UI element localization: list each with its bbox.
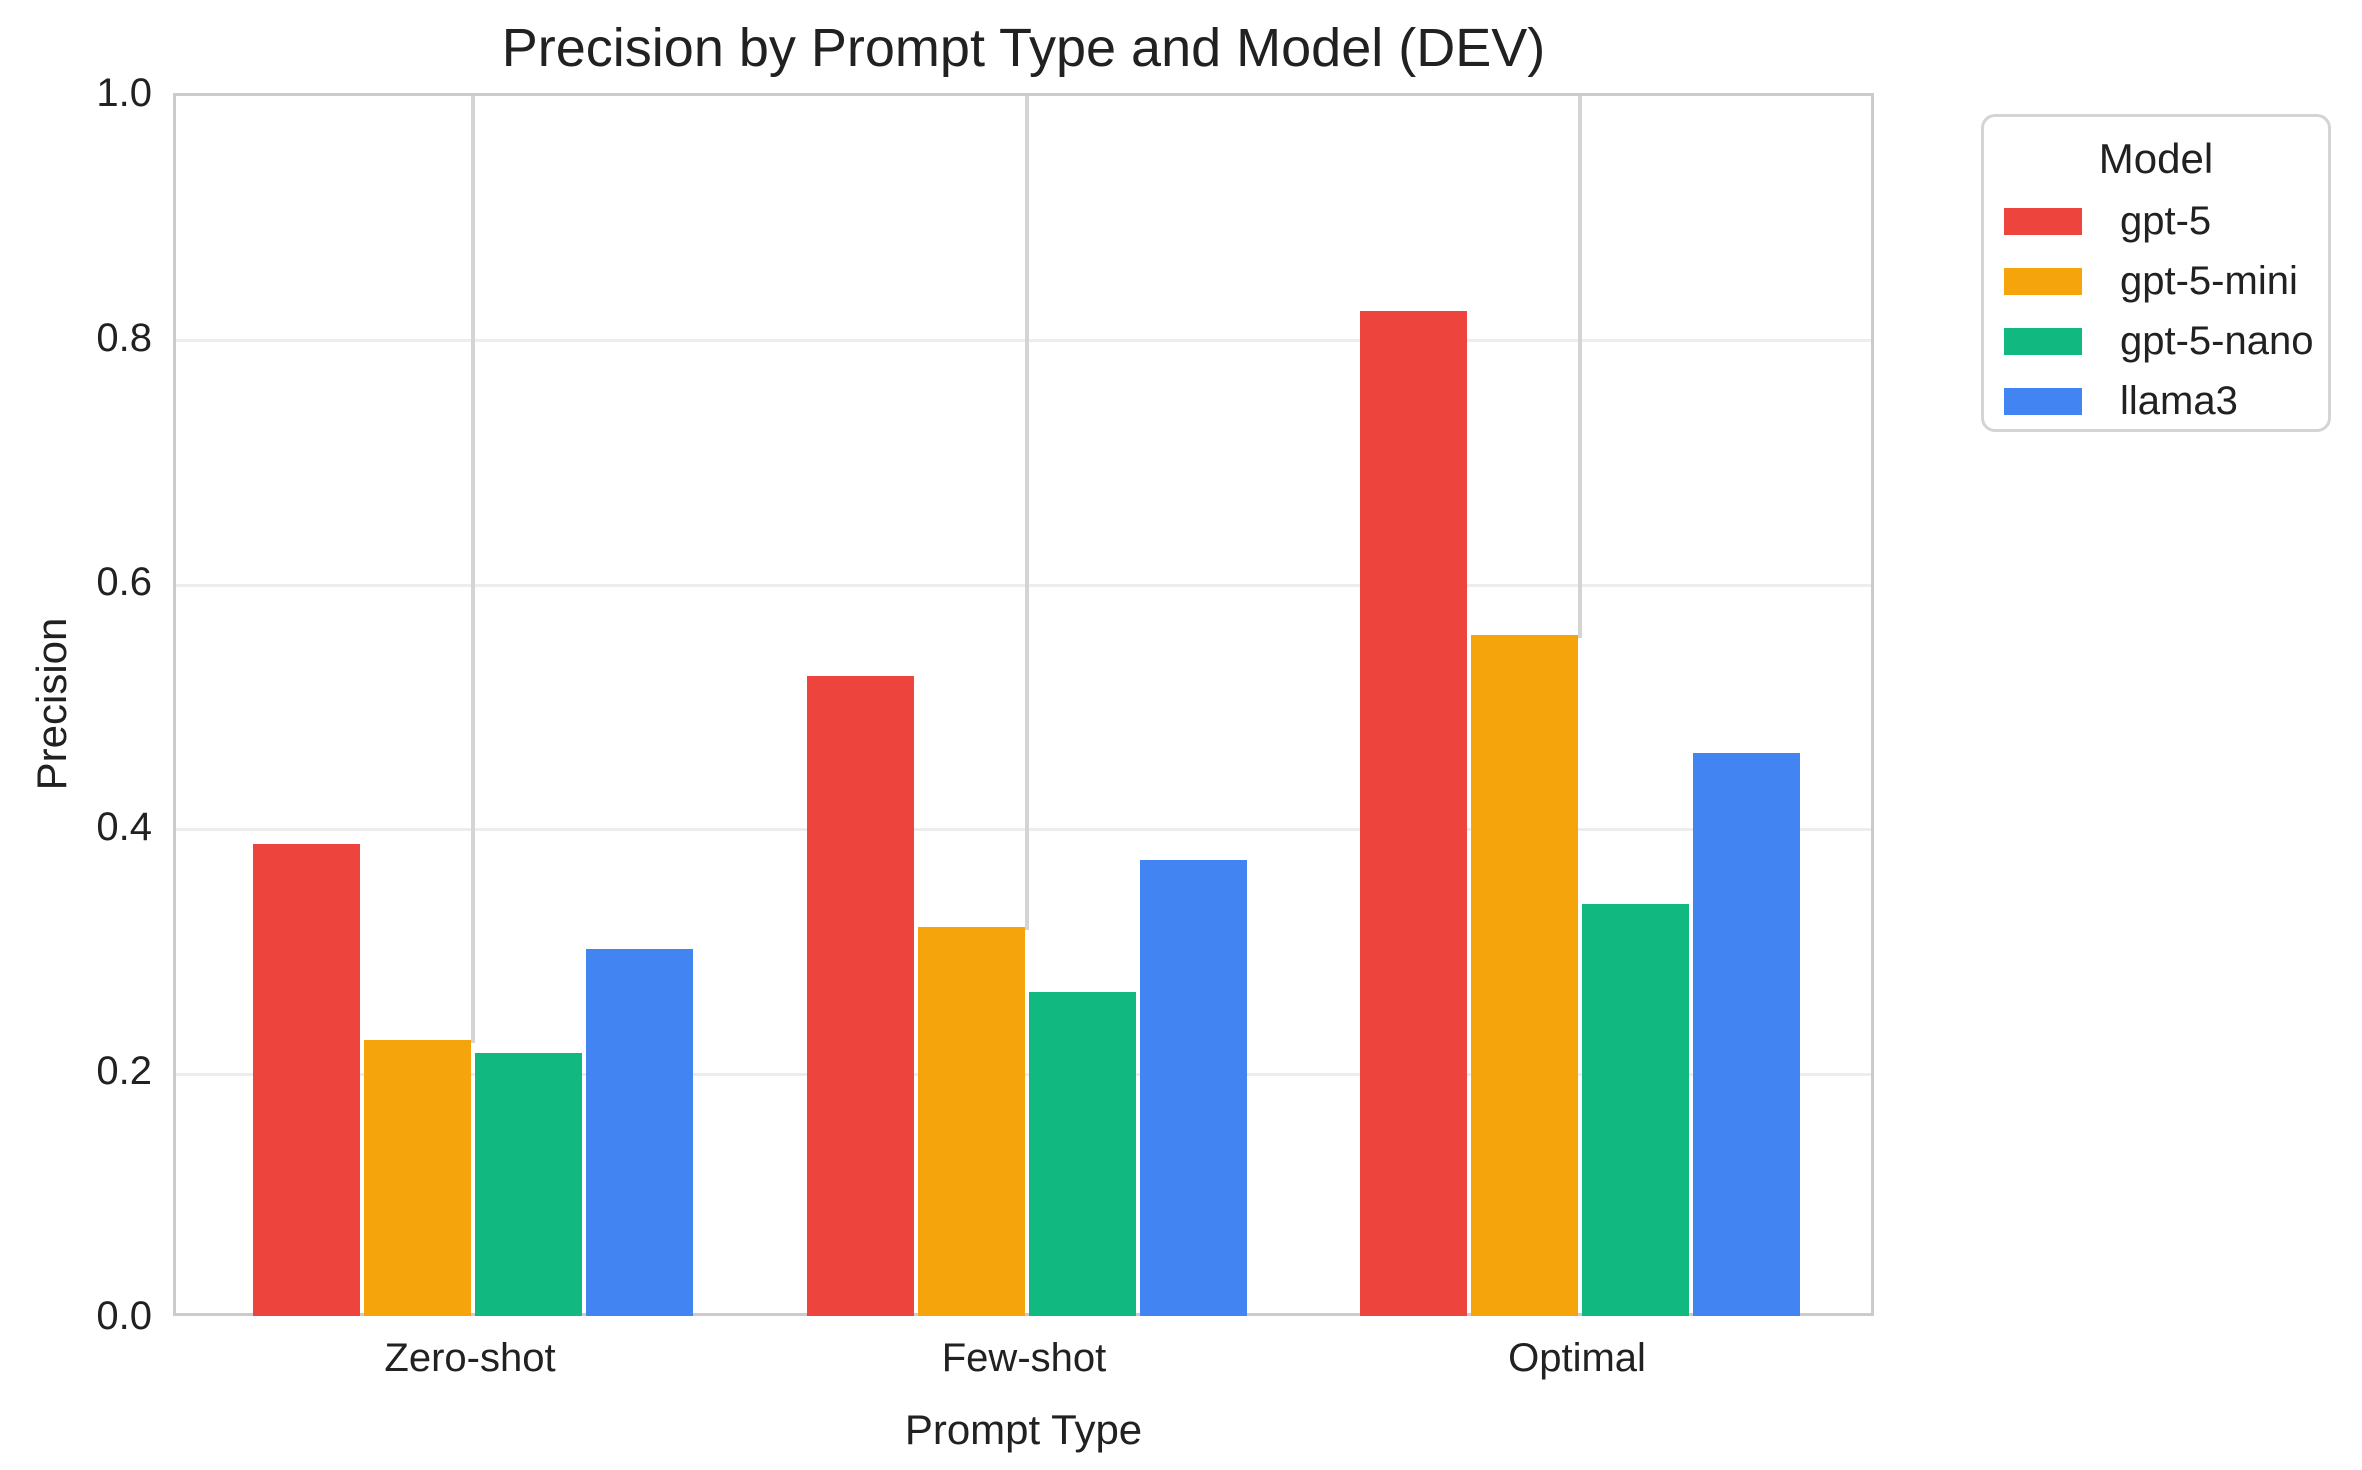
y-tick-0.6: 0.6 [96, 560, 152, 604]
bar-gpt-5-zero-shot [253, 844, 360, 1316]
legend-title: Model [2098, 135, 2214, 182]
bar-gpt-5-nano-few-shot [1029, 992, 1136, 1316]
x-tick-few-shot: Few-shot [941, 1336, 1107, 1380]
gridline-x-optimal [1578, 96, 1582, 638]
legend-label-llama3: llama3 [2120, 379, 2238, 423]
plot-area [173, 93, 1874, 1316]
legend-entry-gpt-5-nano: gpt-5-nano [1984, 311, 2328, 371]
gridline-y-0.6 [176, 584, 1871, 587]
gridline-x-zero-shot [471, 96, 475, 1043]
legend-entry-gpt-5-mini: gpt-5-mini [1984, 251, 2328, 311]
bar-gpt-5-nano-zero-shot [475, 1053, 582, 1316]
y-tick-0.0: 0.0 [96, 1294, 152, 1338]
gridline-y-0.4 [176, 828, 1871, 831]
legend-entry-gpt-5: gpt-5 [1984, 191, 2328, 251]
bar-gpt-5-mini-optimal [1471, 635, 1578, 1316]
legend-entries: gpt-5 gpt-5-mini gpt-5-nano llama3 [1984, 191, 2328, 431]
y-tick-0.4: 0.4 [96, 805, 152, 849]
gridline-y-0.8 [176, 339, 1871, 342]
legend-swatch-llama3 [2004, 387, 2082, 415]
legend-swatch-gpt-5-mini [2004, 267, 2082, 295]
bar-gpt-5-mini-zero-shot [364, 1040, 471, 1316]
y-axis-label: Precision [28, 617, 75, 791]
legend-swatch-gpt-5 [2004, 207, 2082, 235]
y-tick-0.2: 0.2 [96, 1049, 152, 1093]
x-tick-optimal: Optimal [1508, 1336, 1646, 1380]
y-tick-0.8: 0.8 [96, 316, 152, 360]
legend: Model gpt-5 gpt-5-mini gpt-5-nano llama3 [1981, 114, 2331, 432]
legend-label-gpt-5-mini: gpt-5-mini [2120, 259, 2298, 303]
bar-llama3-few-shot [1140, 860, 1247, 1316]
x-tick-zero-shot: Zero-shot [384, 1336, 556, 1380]
legend-entry-llama3: llama3 [1984, 371, 2328, 431]
bar-gpt-5-nano-optimal [1582, 904, 1689, 1316]
x-axis-label: Prompt Type [904, 1406, 1143, 1453]
bar-llama3-zero-shot [586, 949, 693, 1316]
bar-gpt-5-few-shot [807, 676, 914, 1316]
y-tick-1.0: 1.0 [96, 71, 152, 115]
legend-label-gpt-5-nano: gpt-5-nano [2120, 319, 2314, 363]
chart-title: Precision by Prompt Type and Model (DEV) [501, 18, 1546, 78]
legend-swatch-gpt-5-nano [2004, 327, 2082, 355]
gridline-x-few-shot [1025, 96, 1029, 930]
bar-gpt-5-optimal [1360, 311, 1467, 1316]
bar-llama3-optimal [1693, 753, 1800, 1316]
bar-gpt-5-mini-few-shot [918, 927, 1025, 1316]
legend-label-gpt-5: gpt-5 [2120, 199, 2212, 243]
